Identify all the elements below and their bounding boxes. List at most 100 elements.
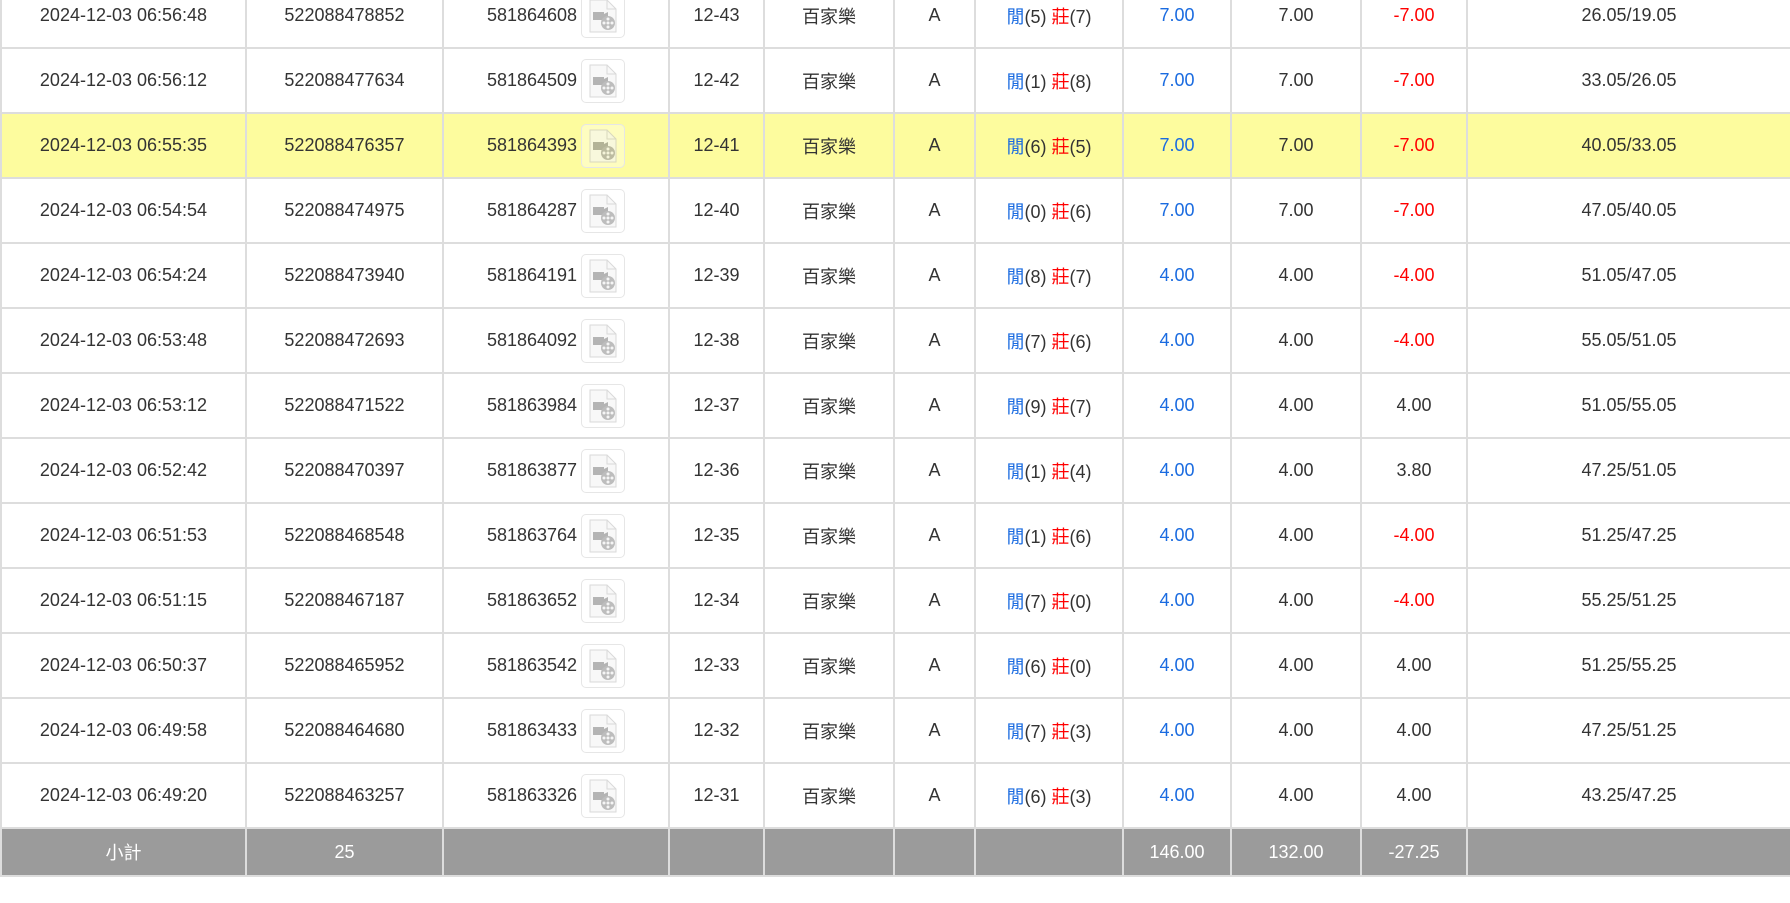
video-replay-icon[interactable] xyxy=(581,773,626,818)
banker-score: (7) xyxy=(1069,396,1092,417)
banker-label: 莊 xyxy=(1051,721,1070,742)
win-loss: 4.00 xyxy=(1360,697,1468,764)
bet-time: 2024-12-03 06:53:12 xyxy=(0,372,247,439)
video-replay-icon[interactable] xyxy=(581,578,626,623)
round-cell: 581864509 xyxy=(442,47,670,114)
video-replay-icon[interactable] xyxy=(581,188,626,233)
bet-time: 2024-12-03 06:56:12 xyxy=(0,47,247,114)
bet-amount[interactable]: 7.00 xyxy=(1122,112,1232,179)
banker-label: 莊 xyxy=(1051,266,1070,287)
result-cell: 閒(7) 莊(3) xyxy=(974,697,1124,764)
player-score: (1) xyxy=(1024,526,1047,547)
bet-id: 522088473940 xyxy=(245,242,444,309)
bet-amount[interactable]: 7.00 xyxy=(1122,0,1232,49)
video-replay-icon[interactable] xyxy=(581,58,626,103)
banker-label: 莊 xyxy=(1051,201,1070,222)
bet-amount[interactable]: 4.00 xyxy=(1122,762,1232,829)
bet-amount[interactable]: 4.00 xyxy=(1122,437,1232,504)
bet-amount[interactable]: 4.00 xyxy=(1122,632,1232,699)
subtotal-row: 小計 25 146.00 132.00 -27.25 xyxy=(0,827,1790,877)
video-replay-icon[interactable] xyxy=(581,448,626,493)
table-row: 2024-12-03 06:55:35 522088476357 5818643… xyxy=(0,112,1790,179)
bet-amount[interactable]: 4.00 xyxy=(1122,567,1232,634)
banker-score: (3) xyxy=(1069,721,1092,742)
player-label: 閒 xyxy=(1006,71,1025,92)
player-score: (7) xyxy=(1024,331,1047,352)
balance: 51.25/47.25 xyxy=(1466,502,1790,569)
bet-amount[interactable]: 4.00 xyxy=(1122,242,1232,309)
result-cell: 閒(6) 莊(0) xyxy=(974,632,1124,699)
video-replay-icon[interactable] xyxy=(581,253,626,298)
win-loss: 4.00 xyxy=(1360,632,1468,699)
video-replay-icon[interactable] xyxy=(581,643,626,688)
round-cell: 581863764 xyxy=(442,502,670,569)
result-cell: 閒(7) 莊(0) xyxy=(974,567,1124,634)
video-replay-icon[interactable] xyxy=(581,708,626,753)
banker-score: (4) xyxy=(1069,461,1092,482)
bet-id: 522088478852 xyxy=(245,0,444,49)
table-name: A xyxy=(893,502,976,569)
video-replay-icon[interactable] xyxy=(581,318,626,363)
player-label: 閒 xyxy=(1006,786,1025,807)
bet-amount[interactable]: 7.00 xyxy=(1122,47,1232,114)
video-replay-icon[interactable] xyxy=(581,0,626,38)
banker-score: (0) xyxy=(1069,656,1092,677)
subtotal-label: 小計 xyxy=(0,827,247,877)
table-name: A xyxy=(893,762,976,829)
banker-score: (8) xyxy=(1069,71,1092,92)
banker-score: (5) xyxy=(1069,136,1092,157)
win-loss: -7.00 xyxy=(1360,0,1468,49)
player-label: 閒 xyxy=(1006,136,1025,157)
subtotal-bet: 146.00 xyxy=(1122,827,1232,877)
balance: 51.05/47.05 xyxy=(1466,242,1790,309)
bet-amount[interactable]: 4.00 xyxy=(1122,697,1232,764)
round-id: 581863764 xyxy=(486,524,578,545)
table-row: 2024-12-03 06:49:58 522088464680 5818634… xyxy=(0,697,1790,764)
table-name: A xyxy=(893,177,976,244)
bet-id: 522088464680 xyxy=(245,697,444,764)
round-cell: 581863542 xyxy=(442,632,670,699)
video-replay-icon[interactable] xyxy=(581,123,626,168)
bet-amount[interactable]: 7.00 xyxy=(1122,177,1232,244)
table-row: 2024-12-03 06:53:48 522088472693 5818640… xyxy=(0,307,1790,374)
table-name: A xyxy=(893,0,976,49)
bet-amount[interactable]: 4.00 xyxy=(1122,307,1232,374)
banker-label: 莊 xyxy=(1051,656,1070,677)
table-name: A xyxy=(893,697,976,764)
game-name: 百家樂 xyxy=(763,502,895,569)
bet-amount[interactable]: 4.00 xyxy=(1122,372,1232,439)
balance: 51.05/55.05 xyxy=(1466,372,1790,439)
bet-id: 522088465952 xyxy=(245,632,444,699)
round-id: 581864608 xyxy=(486,4,578,25)
round-cell: 581864608 xyxy=(442,0,670,49)
video-replay-icon[interactable] xyxy=(581,513,626,558)
player-score: (0) xyxy=(1024,201,1047,222)
bet-id: 522088471522 xyxy=(245,372,444,439)
subtotal-win: -27.25 xyxy=(1360,827,1468,877)
table-row: 2024-12-03 06:53:12 522088471522 5818639… xyxy=(0,372,1790,439)
bet-time: 2024-12-03 06:53:48 xyxy=(0,307,247,374)
result-cell: 閒(1) 莊(4) xyxy=(974,437,1124,504)
round-cell: 581864393 xyxy=(442,112,670,179)
subtotal-valid: 132.00 xyxy=(1230,827,1362,877)
table-name: A xyxy=(893,112,976,179)
bet-amount[interactable]: 4.00 xyxy=(1122,502,1232,569)
player-score: (7) xyxy=(1024,591,1047,612)
valid-amount: 4.00 xyxy=(1230,502,1362,569)
result-cell: 閒(5) 莊(7) xyxy=(974,0,1124,49)
video-replay-icon[interactable] xyxy=(581,383,626,428)
bet-id: 522088472693 xyxy=(245,307,444,374)
player-label: 閒 xyxy=(1006,6,1025,27)
banker-score: (6) xyxy=(1069,526,1092,547)
bet-records-table: 2024-12-03 06:56:48 522088478852 5818646… xyxy=(0,0,1790,877)
banker-score: (0) xyxy=(1069,591,1092,612)
game-name: 百家樂 xyxy=(763,632,895,699)
balance: 26.05/19.05 xyxy=(1466,0,1790,49)
shoe-number: 12-40 xyxy=(668,177,765,244)
win-loss: -7.00 xyxy=(1360,112,1468,179)
result-cell: 閒(6) 莊(3) xyxy=(974,762,1124,829)
bet-time: 2024-12-03 06:54:24 xyxy=(0,242,247,309)
bet-records-table-container: 2024-12-03 06:56:48 522088478852 5818646… xyxy=(0,0,1790,877)
shoe-number: 12-39 xyxy=(668,242,765,309)
table-row: 2024-12-03 06:54:54 522088474975 5818642… xyxy=(0,177,1790,244)
